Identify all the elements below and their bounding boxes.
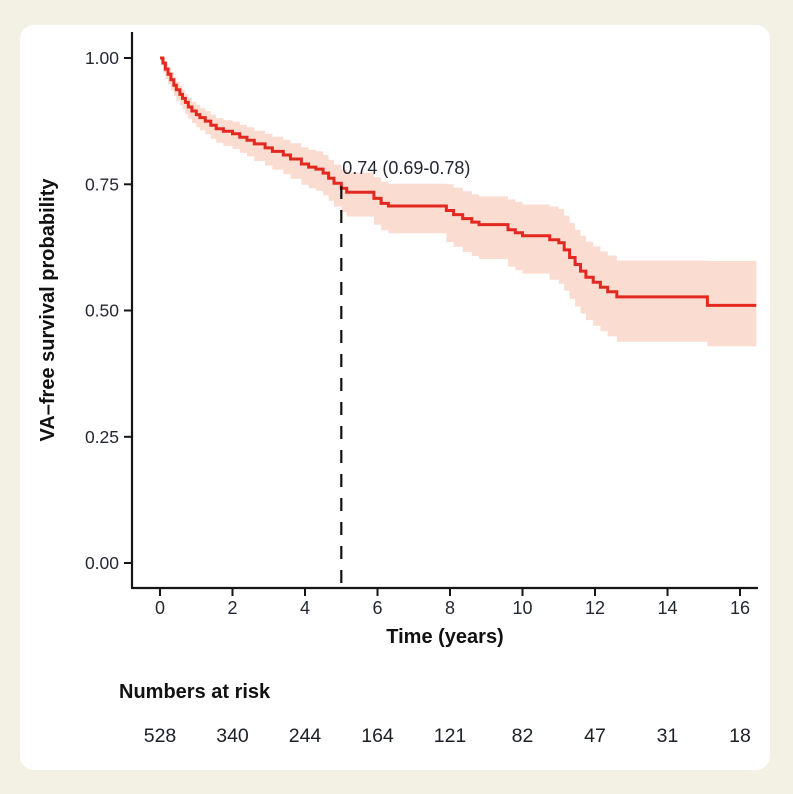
estimate-annotation: 0.74 (0.69-0.78) <box>342 158 470 178</box>
y-tick-label: 0.25 <box>85 427 119 447</box>
numbers-at-risk-row: 528 340 244 164 121 82 47 31 18 <box>144 725 751 747</box>
x-tick-label: 12 <box>585 598 605 618</box>
x-tick-label: 6 <box>372 598 382 618</box>
risk-count: 121 <box>434 725 467 747</box>
x-tick-label: 10 <box>512 598 532 618</box>
x-tick-label: 8 <box>445 598 455 618</box>
risk-count: 18 <box>729 725 751 747</box>
y-tick-label: 0.00 <box>85 553 119 573</box>
y-axis-ticks: 1.00 0.75 0.50 0.25 0.00 <box>85 48 132 573</box>
km-curve <box>160 56 757 307</box>
y-tick-label: 0.75 <box>85 174 119 194</box>
risk-count: 528 <box>144 725 177 747</box>
plot-card <box>20 25 770 770</box>
x-axis-ticks: 0 2 4 6 8 10 12 14 16 <box>155 588 750 618</box>
risk-count: 82 <box>512 725 534 747</box>
y-tick-label: 0.50 <box>85 301 119 321</box>
risk-count: 47 <box>584 725 606 747</box>
x-axis-title: Time (years) <box>386 626 503 648</box>
x-tick-label: 0 <box>155 598 165 618</box>
x-tick-label: 14 <box>657 598 677 618</box>
y-axis-title: VA–free survival probability <box>37 178 59 442</box>
y-tick-label: 1.00 <box>85 48 119 68</box>
confidence-band <box>160 58 757 348</box>
x-tick-label: 4 <box>300 598 310 618</box>
x-tick-label: 16 <box>730 598 750 618</box>
risk-count: 31 <box>657 725 679 747</box>
risk-count: 340 <box>216 725 249 747</box>
risk-count: 164 <box>361 725 394 747</box>
numbers-at-risk-label: Numbers at risk <box>119 681 271 703</box>
x-tick-label: 2 <box>227 598 237 618</box>
risk-count: 244 <box>289 725 322 747</box>
